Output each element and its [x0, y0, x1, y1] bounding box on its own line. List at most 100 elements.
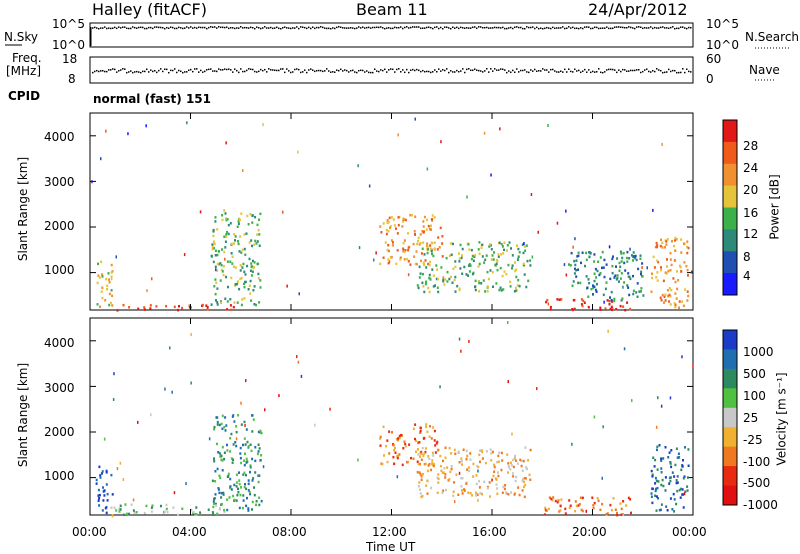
freq-point: [166, 68, 168, 71]
heatmap-cell: [522, 477, 524, 481]
nsky-point: [222, 26, 224, 29]
heatmap-cell: [420, 495, 423, 499]
freq-point: [186, 71, 188, 73]
nsky-point: [310, 27, 312, 30]
heatmap-cell: [254, 215, 257, 219]
heatmap-cell: [456, 284, 459, 288]
heatmap-cell: [222, 491, 225, 495]
heatmap-cell: [610, 300, 613, 303]
heatmap-speck: [183, 253, 186, 257]
freq-point: [530, 69, 532, 71]
heatmap-cell: [505, 273, 508, 276]
heatmap-cell: [650, 492, 653, 495]
freq-point: [588, 69, 590, 71]
heatmap-cell: [105, 471, 108, 474]
nsky-point: [464, 27, 466, 29]
heatmap-cell: [452, 267, 455, 271]
velocity-cb-tick: -1000: [743, 498, 778, 512]
heatmap-cell: [459, 267, 462, 270]
heatmap-cell: [593, 260, 596, 263]
heatmap-cell: [463, 488, 466, 491]
heatmap-cell: [213, 428, 216, 431]
heatmap-cell: [482, 279, 485, 282]
heatmap-cell: [394, 446, 396, 450]
heatmap-cell: [576, 255, 579, 258]
heatmap-cell: [593, 279, 596, 283]
heatmap-cell: [674, 280, 677, 284]
heatmap-cell: [132, 509, 135, 512]
nsky-point: [352, 27, 354, 29]
heatmap-cell: [556, 501, 559, 504]
nsky-point: [570, 27, 572, 29]
velocity-cb-tick: 100: [743, 389, 766, 403]
nsky-point: [104, 26, 106, 28]
heatmap-cell: [418, 481, 421, 484]
heatmap-cell: [226, 508, 229, 512]
heatmap-cell: [257, 480, 260, 484]
freq-point: [306, 71, 308, 74]
nsky-point: [150, 26, 152, 29]
heatmap-cell: [672, 492, 675, 496]
heatmap-cell: [397, 454, 400, 458]
freq-point: [330, 71, 332, 74]
freq-point: [616, 71, 618, 74]
heatmap-cell: [680, 251, 683, 254]
heatmap-cell: [150, 506, 153, 509]
heatmap-cell: [442, 471, 445, 474]
heatmap-cell: [385, 444, 388, 448]
heatmap-cell: [250, 265, 253, 269]
nsky-point: [626, 26, 628, 29]
freq-point: [644, 69, 646, 71]
heatmap-cell: [216, 442, 218, 446]
heatmap-cell: [414, 215, 417, 218]
heatmap-cell: [622, 500, 625, 503]
heatmap-cell: [229, 298, 232, 301]
heatmap-cell: [674, 249, 677, 252]
heatmap-cell: [466, 468, 469, 471]
heatmap-cell: [506, 244, 509, 247]
heatmap-cell: [420, 252, 423, 255]
heatmap-cell: [243, 437, 246, 440]
heatmap-cell: [479, 449, 482, 452]
heatmap-cell: [450, 467, 453, 471]
heatmap-cell: [635, 291, 638, 294]
heatmap-cell: [397, 437, 400, 440]
heatmap-cell: [404, 445, 407, 448]
freq-point: [592, 70, 594, 73]
heatmap-cell: [420, 458, 423, 461]
heatmap-speck: [116, 467, 119, 471]
heatmap-cell: [226, 498, 229, 501]
nsky-point: [228, 27, 230, 30]
freq-point: [168, 71, 170, 74]
heatmap-cell: [155, 305, 158, 308]
heatmap-cell: [615, 265, 617, 268]
heatmap-cell: [664, 246, 666, 249]
freq-point: [688, 70, 690, 73]
heatmap-cell: [471, 272, 474, 276]
heatmap-cell: [620, 299, 623, 302]
heatmap-cell: [660, 467, 663, 470]
heatmap-cell: [500, 468, 503, 472]
heatmap-cell: [417, 239, 419, 243]
heatmap-speck: [396, 475, 399, 479]
heatmap-cell: [619, 265, 622, 269]
heatmap-cell: [233, 233, 236, 236]
freq-point: [196, 68, 198, 70]
heatmap-cell: [252, 289, 255, 292]
freq-point: [156, 71, 158, 74]
nsky-point: [404, 26, 406, 29]
heatmap-cell: [676, 475, 679, 478]
heatmap-cell: [230, 276, 233, 280]
freq-point: [204, 70, 206, 73]
heatmap-cell: [548, 496, 551, 499]
heatmap-cell: [260, 454, 263, 457]
heatmap-cell: [111, 493, 114, 496]
heatmap-cell: [150, 510, 153, 513]
heatmap-cell: [501, 459, 504, 462]
heatmap-cell: [379, 435, 382, 439]
heatmap-cell: [457, 493, 460, 496]
nsky-point: [114, 26, 116, 29]
heatmap-cell: [235, 481, 238, 484]
heatmap-cell: [497, 253, 500, 256]
